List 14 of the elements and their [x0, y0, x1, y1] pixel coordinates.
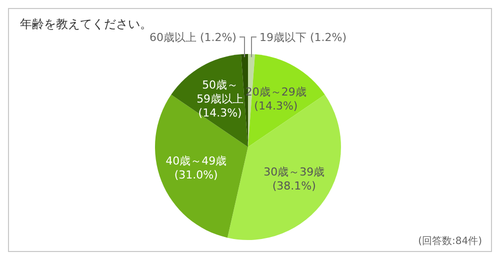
- text: (回答数:84件): [418, 235, 482, 247]
- data-label: (14.3%): [198, 106, 242, 120]
- slice-label: 40歳～49歳: [166, 154, 227, 168]
- pie-slice: [171, 54, 248, 147]
- data-label: (31.0%): [174, 168, 218, 182]
- pie-slice: [248, 54, 325, 147]
- pie-slice: [155, 94, 248, 238]
- data-label: (14.3%): [254, 100, 298, 113]
- slice-label: 60歳以上 (1.2%): [149, 31, 236, 44]
- slice-label: 30歳～39歳: [264, 165, 325, 178]
- slice-label: 19歳以下 (1.2%): [260, 31, 347, 44]
- data-label: (38.1%): [272, 179, 316, 192]
- slice-label: 50歳～59歳以上: [196, 78, 244, 106]
- chart-title: 年齢を教えてください。: [20, 17, 152, 31]
